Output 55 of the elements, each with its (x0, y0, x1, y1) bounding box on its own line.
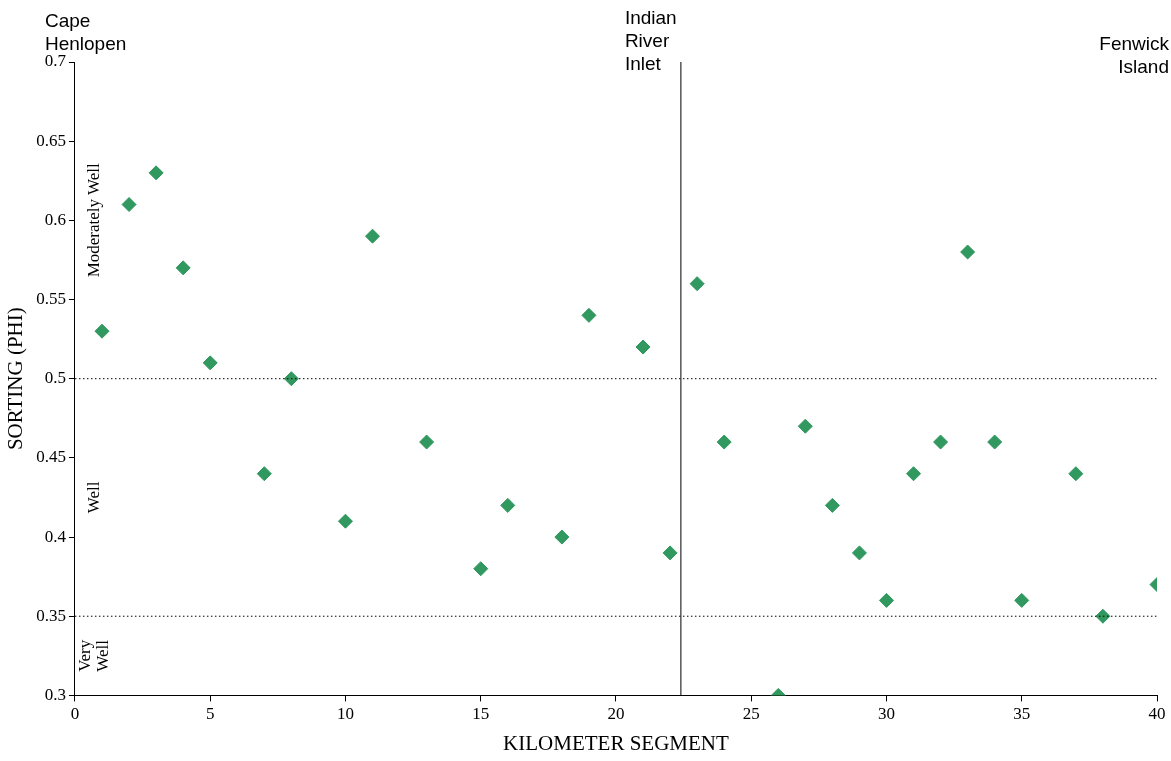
x-tick-label: 30 (877, 704, 895, 724)
x-tick-label: 40 (1148, 704, 1166, 724)
x-tick-label: 10 (336, 704, 354, 724)
point (716, 434, 732, 450)
point (500, 497, 516, 513)
x-tick-label: 15 (472, 704, 490, 724)
annotation: Fenwick Island (1099, 33, 1170, 77)
ref-line-label: Indian River Inlet (624, 7, 677, 74)
point (797, 418, 813, 434)
point (878, 592, 894, 608)
x-tick-label: 20 (607, 704, 625, 724)
point (337, 513, 353, 529)
point (256, 466, 272, 482)
annotation: Moderately Well (84, 163, 104, 278)
point (635, 339, 651, 355)
y-tick-label: 0.6 (44, 209, 66, 229)
point (202, 355, 218, 371)
x-tick-label: 35 (1013, 704, 1031, 724)
point (1014, 592, 1030, 608)
point (365, 228, 381, 244)
y-tick-label: 0.35 (36, 605, 66, 625)
y-tick-label: 0.55 (36, 288, 66, 308)
point (148, 165, 164, 181)
point (960, 244, 976, 260)
annotation: Very Well (75, 639, 113, 672)
y-tick-label: 0.7 (44, 51, 67, 71)
point (933, 434, 949, 450)
y-tick-label: 0.3 (44, 684, 66, 704)
x-tick-label: 5 (205, 704, 215, 724)
point (283, 371, 299, 387)
y-tick-label: 0.5 (44, 368, 66, 388)
point (662, 545, 678, 561)
point (175, 260, 191, 276)
annotation: Well (84, 481, 104, 514)
point (1068, 466, 1084, 482)
point (473, 561, 489, 577)
point (851, 545, 867, 561)
x-axis-title: KILOMETER SEGMENT (503, 730, 730, 755)
text: Cape Henlopen (44, 10, 127, 54)
point (554, 529, 570, 545)
x-tick-label: 0 (70, 704, 80, 724)
y-tick-label: 0.45 (36, 447, 66, 467)
y-axis-title: SORTING (PHI) (3, 307, 28, 451)
y-tick-label: 0.65 (36, 130, 66, 150)
point (1095, 608, 1111, 624)
point (906, 466, 922, 482)
point (121, 197, 137, 213)
y-tick-label: 0.4 (44, 526, 67, 546)
point (581, 307, 597, 323)
point (419, 434, 435, 450)
point (689, 276, 705, 292)
point (987, 434, 1003, 450)
point (94, 323, 110, 339)
x-tick-label: 25 (742, 704, 760, 724)
point (824, 497, 840, 513)
